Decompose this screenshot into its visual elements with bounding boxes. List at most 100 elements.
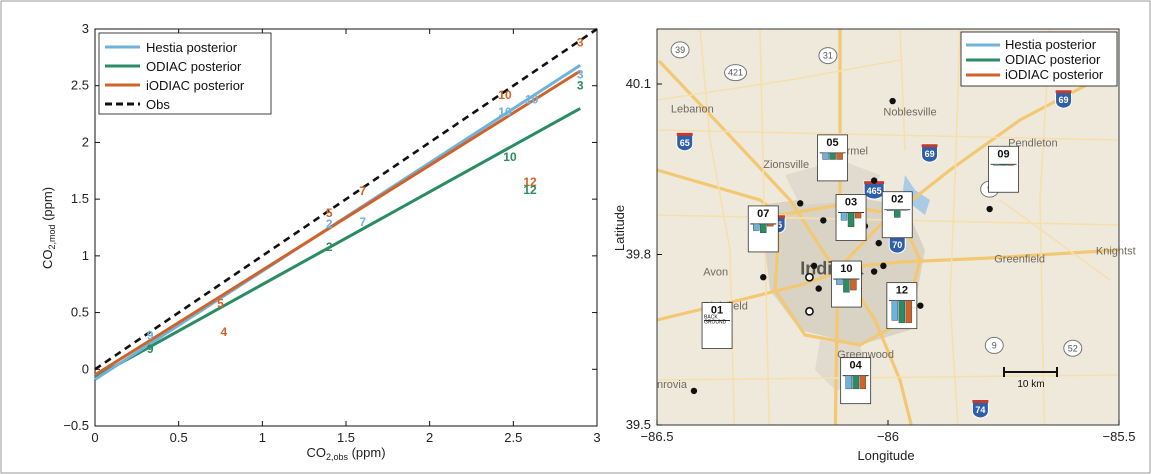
svg-text:465: 465 bbox=[867, 186, 882, 196]
left-y-tick-label: 1.5 bbox=[71, 191, 89, 206]
map-place-name: Pendleton bbox=[1008, 138, 1058, 150]
site-bar-odiac bbox=[852, 375, 859, 390]
left-y-axis-label: CO2,mod (ppm) bbox=[40, 187, 57, 269]
site-marker bbox=[760, 274, 767, 281]
map-legend-label-hestia: Hestia posterior bbox=[1005, 37, 1097, 52]
left-legend: Hestia posterior ODIAC posterior iODIAC … bbox=[98, 32, 272, 115]
open-site-marker bbox=[805, 272, 814, 282]
point-label-iodiac: 5 bbox=[217, 296, 224, 310]
svg-text:69: 69 bbox=[925, 149, 935, 159]
site-marker bbox=[875, 239, 882, 247]
site-bar-hestia bbox=[993, 164, 1000, 166]
left-x-tick-label: 1.5 bbox=[337, 430, 355, 445]
site-box-04: 04 bbox=[840, 357, 872, 405]
map-x-tick-label: −86 bbox=[877, 429, 899, 444]
site-marker bbox=[880, 262, 887, 270]
us-route-shield-icon: 9 bbox=[984, 336, 1004, 354]
site-marker bbox=[690, 387, 698, 395]
left-y-tick-label: 0 bbox=[82, 361, 89, 376]
svg-text:31: 31 bbox=[823, 51, 833, 61]
site-box-label: 03 bbox=[845, 197, 857, 209]
site-box-03: 03 bbox=[835, 194, 867, 241]
series-line-iodiac bbox=[94, 69, 582, 377]
site-bar-hestia bbox=[753, 223, 760, 231]
site-bar-odiac bbox=[894, 209, 901, 218]
site-box-frame bbox=[988, 145, 1019, 193]
site-box-frame bbox=[701, 302, 733, 349]
site-marker bbox=[870, 268, 878, 275]
point-label-iodiac: 10 bbox=[498, 88, 512, 102]
series-line-obs bbox=[94, 27, 598, 371]
point-label-iodiac: 5 bbox=[326, 206, 333, 220]
site-marker bbox=[820, 217, 827, 224]
left-y-tick-label: −0.5 bbox=[63, 418, 89, 433]
svg-text:65: 65 bbox=[680, 138, 690, 148]
site-bar-iodiac bbox=[836, 152, 843, 160]
site-box-label: 12 bbox=[896, 285, 908, 297]
point-label-iodiac: 12 bbox=[523, 175, 537, 189]
site-box-10: 10 bbox=[831, 260, 862, 308]
map-x-tick-label: −85.5 bbox=[1103, 429, 1136, 444]
point-label-hestia: 10 bbox=[525, 92, 539, 106]
site-bar-hestia bbox=[891, 300, 899, 321]
map-y-tick-label: 39.5 bbox=[626, 417, 651, 432]
scale-bar: 10 km bbox=[1003, 367, 1058, 390]
us-route-shield-icon: 31 bbox=[818, 47, 838, 65]
point-label-odiac: 2 bbox=[326, 240, 333, 254]
left-axis-ticks: 0 0.5 1 1.5 2 2.5 3−0.500.511.522.53 bbox=[63, 21, 600, 445]
svg-text:52: 52 bbox=[1068, 343, 1078, 353]
scatter-line-chart: 0 0.5 1 1.5 2 2.5 3−0.500.511.522.53 333101010… bbox=[40, 21, 601, 462]
site-box-label: 07 bbox=[757, 208, 769, 220]
point-label-odiac: 3 bbox=[577, 79, 584, 93]
left-series-lines bbox=[94, 27, 598, 381]
site-bar-odiac bbox=[760, 223, 767, 233]
site-bar-iodiac bbox=[1007, 164, 1014, 166]
map-y-tick-label: 40.1 bbox=[626, 76, 651, 91]
site-bar-hestia bbox=[836, 278, 843, 285]
site-bar-iodiac bbox=[854, 212, 862, 219]
left-x-tick-label: 3 bbox=[593, 430, 600, 445]
left-y-tick-label: 0.5 bbox=[71, 305, 89, 320]
site-marker bbox=[797, 200, 804, 207]
map-legend: Hestia posterior ODIAC posterior iODIAC … bbox=[960, 31, 1118, 87]
site-bar-iodiac bbox=[901, 209, 908, 211]
interstate-shield-icon: 69 bbox=[921, 143, 939, 163]
left-x-tick-label: 0 bbox=[91, 430, 98, 445]
series-line-odiac bbox=[94, 107, 581, 379]
left-x-tick-label: 1 bbox=[259, 430, 266, 445]
site-box-note: GROUND bbox=[704, 320, 727, 326]
map-place-name: Zionsville bbox=[763, 159, 809, 171]
us-route-shield-icon: 421 bbox=[724, 64, 748, 82]
urban-area-north bbox=[785, 160, 880, 205]
site-box-09: 09 bbox=[988, 145, 1019, 193]
map-place-name: Greenfield bbox=[994, 253, 1045, 265]
site-box-05: 05 bbox=[817, 134, 848, 182]
site-bar-odiac bbox=[1000, 164, 1007, 166]
interstate-shield-icon: 65 bbox=[676, 132, 694, 152]
point-label-iodiac: 4 bbox=[221, 325, 228, 339]
site-marker bbox=[986, 205, 993, 213]
site-marker bbox=[917, 302, 924, 309]
site-marker bbox=[810, 262, 818, 270]
site-bar-odiac bbox=[829, 152, 836, 160]
svg-text:70: 70 bbox=[892, 240, 902, 250]
point-label-iodiac: 3 bbox=[577, 36, 584, 50]
interstate-shield-icon: 69 bbox=[1055, 89, 1073, 109]
map-y-tick-label: 39.8 bbox=[626, 247, 651, 262]
site-bar-iodiac bbox=[767, 223, 774, 227]
legend-label-odiac: ODIAC posterior bbox=[146, 59, 242, 74]
left-y-tick-label: 2.5 bbox=[71, 78, 89, 93]
point-label-odiac: 10 bbox=[503, 150, 517, 164]
map-place-name: Noblesville bbox=[883, 106, 936, 118]
site-box-02: 02 bbox=[881, 191, 913, 239]
site-bar-hestia bbox=[887, 209, 894, 212]
site-box-label: 05 bbox=[826, 137, 838, 149]
site-box-label: 10 bbox=[840, 263, 852, 275]
us-route-shield-icon: 39 bbox=[670, 41, 690, 59]
map-legend-label-iodiac: iODIAC posterior bbox=[1005, 67, 1104, 82]
scale-bar-label: 10 km bbox=[1017, 379, 1044, 390]
